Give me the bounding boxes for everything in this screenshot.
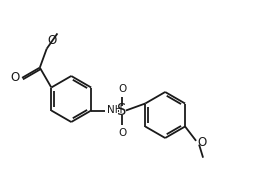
Text: NH: NH (106, 105, 122, 115)
Text: O: O (196, 136, 205, 149)
Text: O: O (118, 127, 126, 137)
Text: O: O (118, 83, 126, 93)
Text: O: O (11, 71, 20, 84)
Text: S: S (117, 103, 126, 118)
Text: O: O (47, 34, 57, 47)
